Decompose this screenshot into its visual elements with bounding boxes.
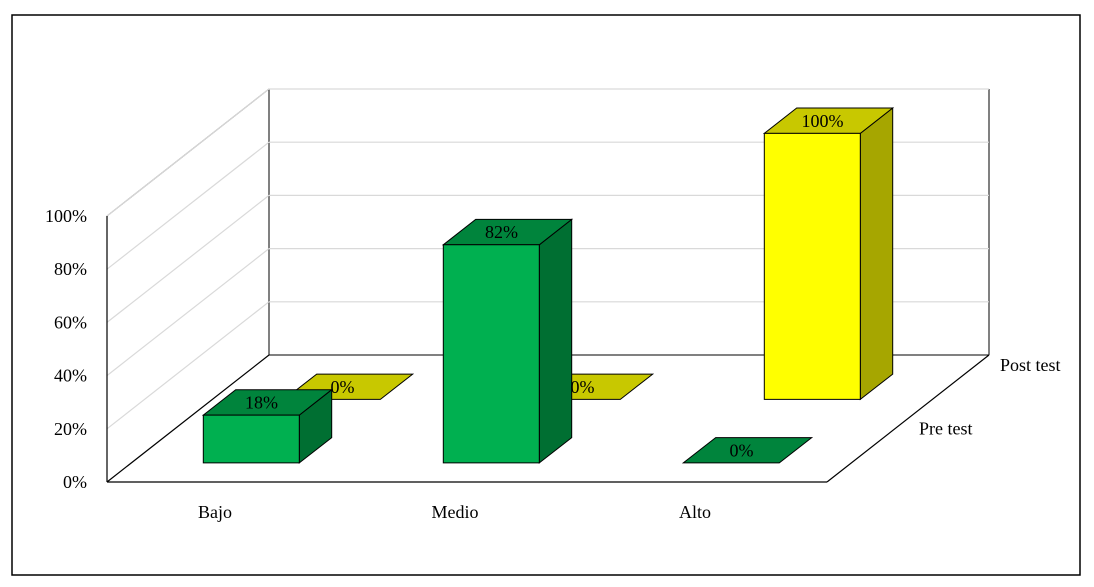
depth-axis-line	[826, 354, 990, 483]
bar-data-label: 0%	[331, 377, 355, 397]
bar-data-label: 0%	[730, 440, 754, 460]
x-category-label: Medio	[432, 502, 479, 522]
bar-zero-face	[681, 437, 814, 464]
series-depth-label: Post test	[1000, 355, 1061, 375]
chart-labels: 0% 20% 40% 60% 80% 100% Bajo Medio Alto Pre test P…	[45, 111, 1061, 522]
chart-axes	[106, 216, 990, 483]
bar-data-label: 0%	[571, 377, 595, 397]
bar-data-label: 18%	[245, 392, 278, 412]
bar-0-2	[681, 437, 814, 464]
y-tick-label: 0%	[63, 472, 87, 492]
bar-side-face	[538, 218, 573, 464]
side-gridline	[106, 141, 270, 270]
x-category-label: Alto	[679, 502, 711, 522]
bar-1-2	[762, 106, 895, 401]
side-gridline	[106, 248, 270, 377]
bar-0-0	[201, 388, 334, 464]
y-tick-label: 40%	[54, 366, 87, 386]
side-gridline	[106, 301, 270, 430]
bar-side-face	[859, 106, 894, 401]
y-tick-label: 60%	[54, 312, 87, 332]
y-tick-label: 80%	[54, 259, 87, 279]
series-depth-label: Pre test	[919, 419, 973, 439]
chart-bars	[201, 106, 895, 464]
x-category-label: Bajo	[198, 502, 232, 522]
bar-data-label: 100%	[802, 111, 844, 131]
side-gridline	[106, 88, 270, 217]
bar-front-face	[442, 244, 540, 464]
bar-front-face	[763, 132, 861, 400]
side-gridline	[106, 194, 270, 323]
bar-data-label: 82%	[485, 222, 518, 242]
bar-front-face	[202, 414, 300, 464]
bar-0-1	[441, 218, 574, 464]
y-tick-label: 100%	[45, 206, 87, 226]
y-tick-label: 20%	[54, 419, 87, 439]
side-gridline	[106, 354, 270, 483]
